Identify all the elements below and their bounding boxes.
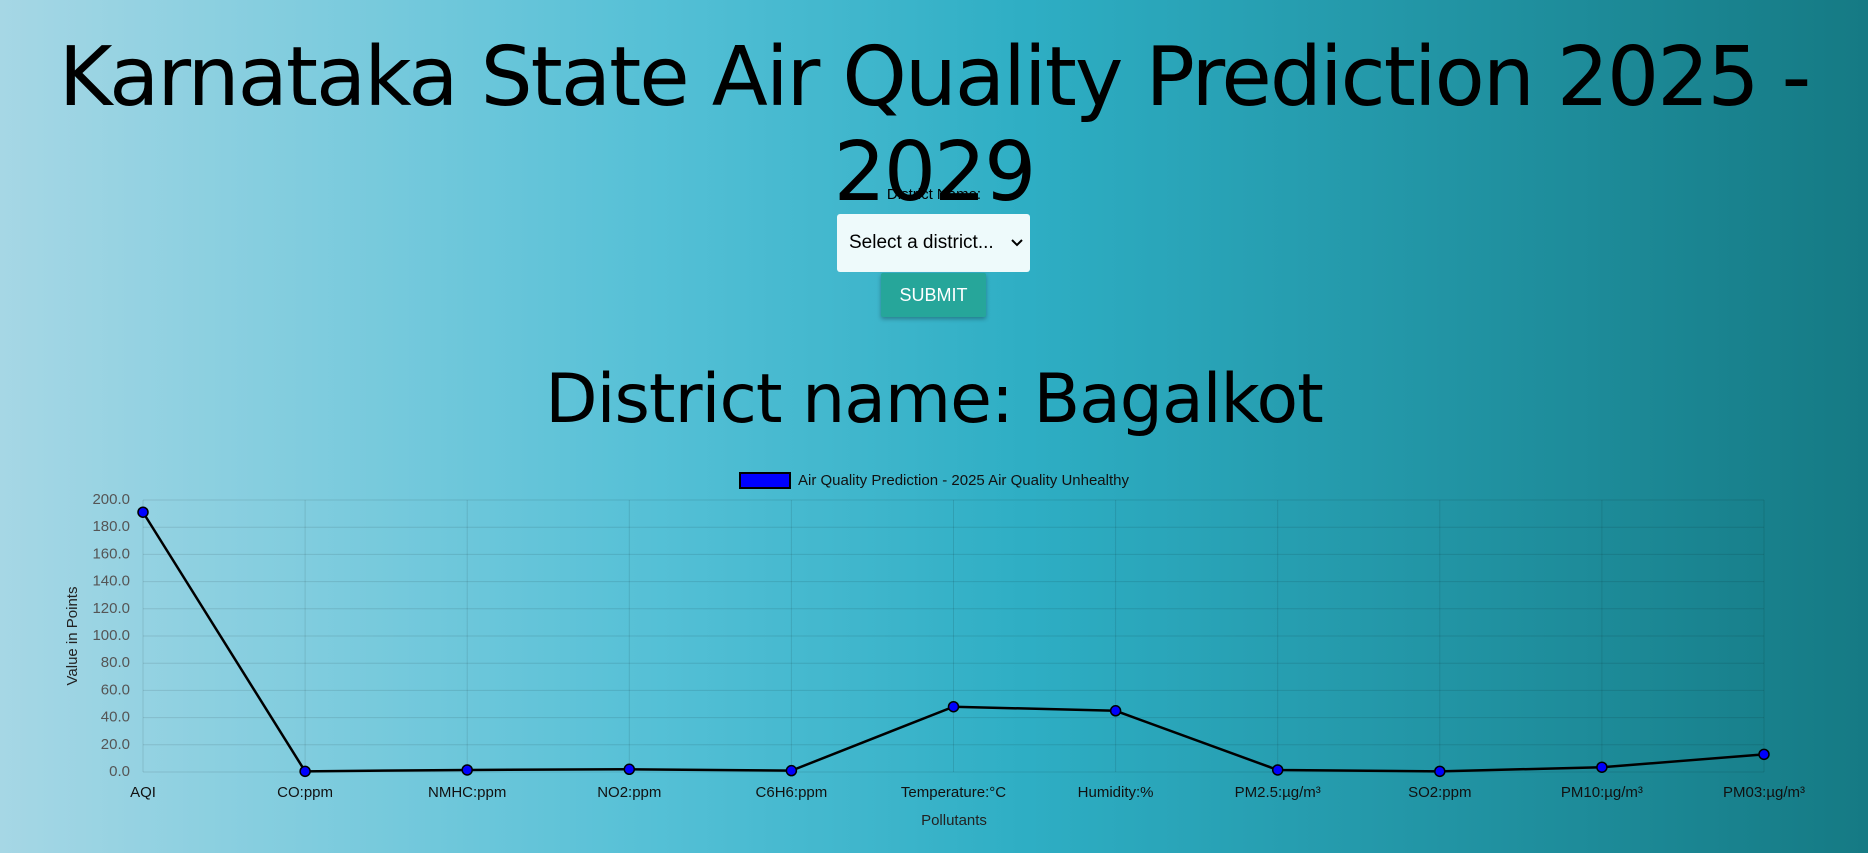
data-point [461,764,473,776]
select-placeholder: Select a district... [849,232,994,253]
data-point [1109,705,1122,717]
data-point [785,764,798,777]
data-point [947,700,960,713]
data-point [623,763,636,776]
legend-label: Air Quality Prediction - 2025 Air Qualit… [798,472,1129,489]
data-point [1271,764,1284,776]
y-tick-label: 0.0 [109,763,130,780]
form-label: District Name: [886,186,982,203]
data-point [299,765,311,778]
x-tick-label: PM2.5:µg/m³ [1235,784,1321,801]
x-tick-label: CO:ppm [277,784,333,801]
y-tick-label: 200.0 [92,491,130,508]
x-tick-label: Humidity:% [1078,784,1154,801]
submit-button[interactable]: SUBMIT [881,273,986,317]
data-point [137,506,149,518]
district-heading: District name: Bagalkot [545,360,1324,439]
y-tick-label: 100.0 [92,627,130,644]
page-title: Karnataka State Air Quality Prediction 2… [58,30,1811,220]
x-tick-label: NO2:ppm [597,784,661,801]
data-point [1434,765,1446,778]
x-tick-label: NMHC:ppm [428,784,506,801]
y-tick-label: 60.0 [101,681,130,698]
x-tick-label: C6H6:ppm [756,784,828,801]
dropdown-arrow [1011,239,1023,247]
y-tick-label: 160.0 [92,545,130,562]
y-tick-label: 120.0 [92,600,130,617]
y-tick-label: 80.0 [101,654,130,671]
x-tick-label: PM10:µg/m³ [1561,784,1643,801]
district-select[interactable]: Select a district... [837,214,1030,272]
x-tick-label: Temperature:°C [901,784,1006,801]
legend-swatch [739,472,791,489]
x-tick-label: SO2:ppm [1408,784,1471,801]
y-tick-label: 180.0 [92,518,130,535]
x-tick-label: AQI [130,784,156,801]
x-axis-label: Pollutants [921,812,987,829]
y-tick-label: 20.0 [101,736,130,753]
x-tick-label: PM03:µg/m³ [1723,784,1805,801]
y-tick-label: 40.0 [101,709,130,726]
data-point [1758,748,1770,761]
data-point [1596,761,1608,773]
y-tick-label: 140.0 [92,573,130,590]
y-axis-label: Value in Points [64,587,81,686]
